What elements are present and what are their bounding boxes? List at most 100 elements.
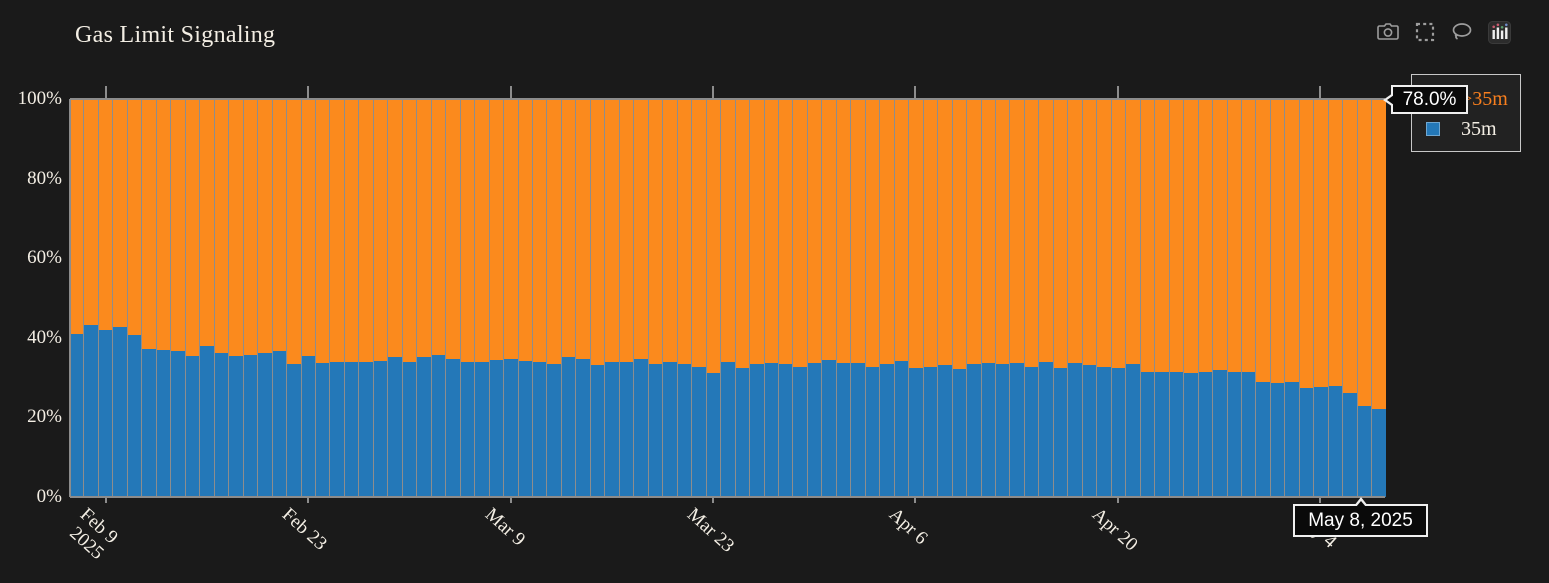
segment-35m[interactable]	[315, 363, 330, 497]
segment-35m[interactable]	[504, 358, 518, 497]
segment-gt35m[interactable]	[489, 99, 504, 361]
bar-may-6[interactable]	[1342, 99, 1357, 497]
bar-feb-20[interactable]	[257, 99, 272, 497]
segment-35m[interactable]	[1256, 381, 1270, 497]
segment-35m[interactable]	[851, 363, 865, 497]
segment-35m[interactable]	[981, 363, 995, 497]
segment-gt35m[interactable]	[1372, 99, 1386, 410]
segment-35m[interactable]	[229, 355, 243, 497]
segment-gt35m[interactable]	[793, 99, 807, 368]
bar-may-5[interactable]	[1327, 99, 1343, 497]
segment-gt35m[interactable]	[70, 99, 84, 334]
segment-35m[interactable]	[1198, 371, 1213, 497]
segment-gt35m[interactable]	[909, 99, 923, 368]
bar-may-8[interactable]	[1371, 99, 1386, 497]
segment-35m[interactable]	[807, 362, 822, 497]
segment-35m[interactable]	[880, 364, 894, 497]
bar-apr-5[interactable]	[893, 99, 909, 497]
segment-gt35m[interactable]	[996, 99, 1010, 365]
segment-35m[interactable]	[446, 359, 460, 497]
legend-item-35m[interactable]: 35m	[1412, 114, 1520, 144]
segment-35m[interactable]	[431, 354, 446, 497]
bar-mar-14[interactable]	[575, 99, 590, 497]
bar-feb-24[interactable]	[314, 99, 330, 497]
segment-35m[interactable]	[721, 361, 735, 497]
segment-35m[interactable]	[1024, 367, 1039, 497]
segment-35m[interactable]	[1140, 371, 1155, 497]
segment-35m[interactable]	[1010, 363, 1024, 497]
segment-gt35m[interactable]	[417, 99, 431, 357]
bar-apr-2[interactable]	[850, 99, 865, 497]
segment-35m[interactable]	[1169, 372, 1184, 497]
segment-35m[interactable]	[70, 333, 84, 497]
segment-35m[interactable]	[750, 364, 764, 497]
segment-35m[interactable]	[98, 329, 113, 497]
segment-gt35m[interactable]	[880, 99, 894, 365]
bar-apr-23[interactable]	[1154, 99, 1169, 497]
bar-feb-18[interactable]	[228, 99, 243, 497]
bar-apr-3[interactable]	[864, 99, 880, 497]
bar-apr-17[interactable]	[1067, 99, 1082, 497]
segment-gt35m[interactable]	[692, 99, 706, 367]
segment-35m[interactable]	[1270, 383, 1285, 497]
segment-gt35m[interactable]	[1343, 99, 1357, 394]
segment-gt35m[interactable]	[1184, 99, 1198, 374]
segment-gt35m[interactable]	[706, 99, 721, 374]
bar-mar-26[interactable]	[749, 99, 764, 497]
segment-35m[interactable]	[778, 364, 793, 497]
segment-gt35m[interactable]	[590, 99, 605, 365]
segment-35m[interactable]	[648, 363, 663, 497]
segment-gt35m[interactable]	[836, 99, 851, 364]
bar-mar-1[interactable]	[387, 99, 402, 497]
segment-gt35m[interactable]	[113, 99, 127, 327]
segment-35m[interactable]	[1111, 368, 1126, 497]
segment-35m[interactable]	[1343, 393, 1357, 497]
bar-may-3[interactable]	[1298, 99, 1314, 497]
segment-gt35m[interactable]	[1314, 99, 1328, 388]
bar-apr-16[interactable]	[1052, 99, 1068, 497]
bar-apr-8[interactable]	[937, 99, 952, 497]
bar-mar-4[interactable]	[430, 99, 446, 497]
segment-35m[interactable]	[1053, 368, 1068, 497]
segment-gt35m[interactable]	[923, 99, 938, 367]
bar-apr-1[interactable]	[835, 99, 851, 497]
segment-gt35m[interactable]	[764, 99, 778, 363]
segment-gt35m[interactable]	[721, 99, 735, 362]
segment-35m[interactable]	[822, 360, 836, 497]
segment-gt35m[interactable]	[1010, 99, 1024, 364]
segment-35m[interactable]	[287, 364, 301, 497]
bar-apr-27[interactable]	[1212, 99, 1227, 497]
bar-apr-6[interactable]	[908, 99, 923, 497]
bar-may-1[interactable]	[1269, 99, 1285, 497]
segment-35m[interactable]	[388, 356, 402, 497]
segment-gt35m[interactable]	[1227, 99, 1241, 372]
bar-apr-30[interactable]	[1255, 99, 1270, 497]
bar-feb-11[interactable]	[126, 99, 142, 497]
bar-feb-9[interactable]	[97, 99, 113, 497]
bar-apr-25[interactable]	[1183, 99, 1198, 497]
segment-35m[interactable]	[619, 361, 634, 497]
segment-gt35m[interactable]	[967, 99, 981, 365]
bar-feb-28[interactable]	[372, 99, 388, 497]
bar-apr-4[interactable]	[879, 99, 894, 497]
segment-35m[interactable]	[1314, 387, 1328, 497]
segment-gt35m[interactable]	[865, 99, 880, 368]
bar-mar-3[interactable]	[416, 99, 431, 497]
bar-mar-13[interactable]	[560, 99, 576, 497]
segment-35m[interactable]	[344, 361, 359, 497]
bar-mar-31[interactable]	[821, 99, 836, 497]
segment-35m[interactable]	[1126, 364, 1140, 497]
segment-gt35m[interactable]	[894, 99, 909, 361]
bar-feb-23[interactable]	[300, 99, 315, 497]
segment-gt35m[interactable]	[373, 99, 388, 362]
bar-apr-28[interactable]	[1226, 99, 1241, 497]
segment-35m[interactable]	[1299, 388, 1314, 497]
segment-gt35m[interactable]	[605, 99, 619, 362]
segment-35m[interactable]	[836, 363, 851, 497]
segment-gt35m[interactable]	[504, 99, 518, 359]
plotly-logo-icon[interactable]	[1487, 20, 1511, 44]
segment-gt35m[interactable]	[171, 99, 185, 352]
segment-35m[interactable]	[764, 362, 778, 497]
segment-gt35m[interactable]	[1024, 99, 1039, 368]
segment-gt35m[interactable]	[547, 99, 561, 365]
